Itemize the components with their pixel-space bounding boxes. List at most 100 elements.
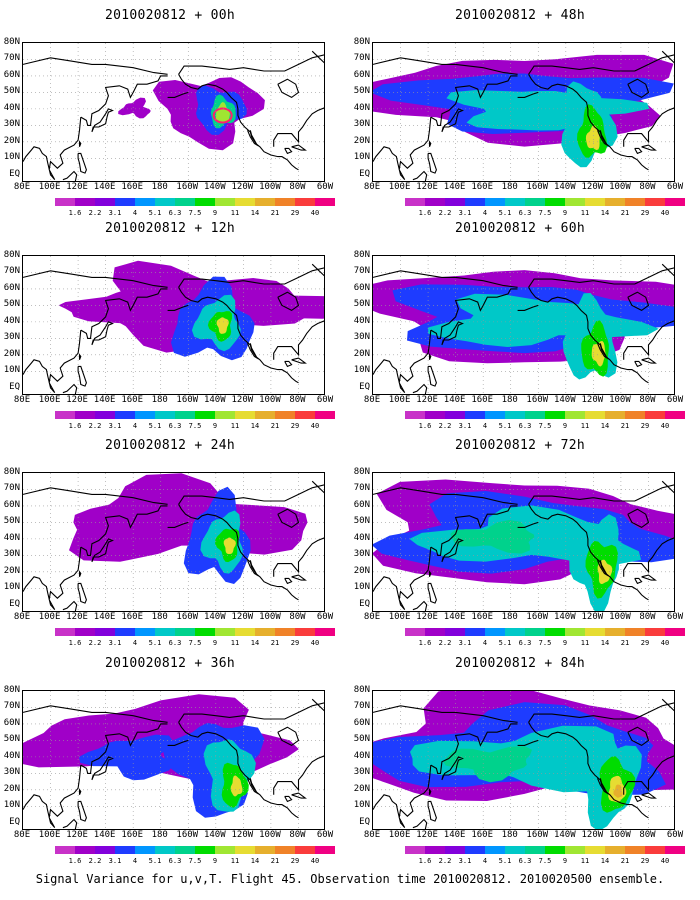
colorbar-swatch — [565, 411, 585, 419]
lon-tick-label: 120W — [581, 830, 604, 840]
lon-tick-label: 80W — [289, 395, 306, 405]
colorbar-label: 7.5 — [188, 422, 202, 430]
colorbar-swatch — [175, 198, 195, 206]
map-panel: 2010020812 + 60h 80N 70N 60N 50N 40N 30N 20N 10N… — [350, 213, 690, 430]
lat-tick-label: 10N — [3, 800, 20, 811]
colorbar — [405, 411, 685, 419]
colorbar-swatch — [135, 411, 155, 419]
colorbar-swatch — [445, 198, 465, 206]
colorbar-label: 6.3 — [518, 209, 532, 217]
colorbar-swatch — [95, 846, 115, 854]
lon-tick-label: 120W — [581, 612, 604, 622]
colorbar-label: 9 — [212, 209, 218, 217]
colorbar-label: 1.6 — [68, 422, 82, 430]
lat-tick-label: 50N — [353, 299, 370, 310]
coastline — [178, 267, 324, 288]
lat-tick-label: 80N — [353, 467, 370, 477]
colorbar-label: 40 — [310, 422, 320, 430]
colorbar-swatch — [235, 198, 255, 206]
colorbar-swatch — [485, 198, 505, 206]
coastline — [62, 818, 78, 829]
lon-tick-label: 120E — [416, 830, 438, 840]
coastline — [23, 765, 82, 829]
colorbar-label: 9 — [212, 422, 218, 430]
observation-ring — [212, 107, 233, 124]
coastline — [428, 570, 432, 578]
lat-tick-label: 30N — [3, 119, 20, 130]
colorbar-label: 7.5 — [538, 422, 552, 430]
coastline — [623, 537, 674, 577]
coastline — [373, 487, 518, 505]
colorbar-label: 21 — [270, 857, 280, 865]
lon-tick-label: 120W — [231, 182, 254, 192]
coastline — [373, 117, 432, 181]
colorbar-swatch — [545, 628, 565, 636]
lat-tick-label: EQ — [9, 168, 20, 179]
colorbar-swatch — [75, 628, 95, 636]
colorbar-swatch — [525, 628, 545, 636]
colorbar-label: 4 — [482, 209, 488, 217]
colorbar-swatch — [215, 411, 235, 419]
colorbar-swatch — [405, 628, 425, 636]
coastline — [284, 360, 293, 368]
colorbar-label: 1.6 — [418, 639, 432, 647]
colorbar-label: 14 — [250, 209, 260, 217]
coastline — [178, 722, 299, 819]
coastline — [273, 107, 324, 147]
map-plot — [22, 690, 325, 830]
colorbar-label: 11 — [580, 639, 590, 647]
colorbar-label: 11 — [230, 422, 240, 430]
coastline — [246, 778, 259, 795]
lat-tick-label: 40N — [353, 750, 370, 761]
lon-tick-label: 120E — [416, 395, 438, 405]
coastline — [412, 383, 428, 394]
lat-tick-label: EQ — [359, 381, 370, 392]
lon-tick-label: 160W — [176, 395, 199, 405]
colorbar-label: 29 — [290, 209, 300, 217]
colorbar-swatch — [195, 198, 215, 206]
variance-contour — [216, 317, 229, 334]
coastline — [311, 50, 324, 64]
coastline — [412, 600, 428, 611]
lon-tick-label: 140W — [203, 182, 226, 192]
coastline — [78, 140, 82, 148]
lat-tick-label: 20N — [3, 348, 20, 359]
lon-tick-label: 140E — [93, 182, 116, 192]
colorbar-swatch — [565, 198, 585, 206]
lon-tick-label: 140W — [553, 182, 576, 192]
map-plot — [372, 690, 675, 830]
coastline — [528, 54, 674, 75]
coastline — [178, 54, 324, 75]
panel-title: 2010020812 + 36h — [104, 656, 236, 671]
coastline — [62, 170, 78, 181]
colorbar-swatch — [75, 846, 95, 854]
colorbar-swatch — [115, 628, 135, 636]
colorbar-swatch — [665, 628, 685, 636]
lat-tick-label: 30N — [3, 549, 20, 560]
colorbar-label: 11 — [580, 857, 590, 865]
lon-tick-label: 180 — [501, 395, 518, 405]
coastline — [273, 320, 324, 360]
colorbar-swatch — [545, 411, 565, 419]
figure-caption: Signal Variance for u,v,T. Flight 45. Ob… — [35, 872, 665, 886]
colorbar-swatch — [525, 411, 545, 419]
lon-tick-label: 120E — [66, 182, 88, 192]
colorbar-swatch — [565, 846, 585, 854]
coastline — [661, 263, 674, 277]
colorbar-label: 5.1 — [148, 422, 162, 430]
lon-tick-label: 120W — [581, 182, 604, 192]
colorbar-swatch — [445, 411, 465, 419]
variance-contour — [79, 734, 174, 781]
colorbar-label: 40 — [660, 857, 670, 865]
colorbar-swatch — [215, 846, 235, 854]
colorbar-swatch — [565, 628, 585, 636]
coastline — [441, 538, 464, 563]
lon-tick-label: 80E — [363, 182, 381, 192]
coastline — [641, 357, 657, 364]
lat-tick-label: 50N — [3, 734, 20, 745]
lon-tick-label: 140W — [203, 612, 226, 622]
colorbar-swatch — [645, 198, 665, 206]
coastline — [661, 50, 674, 64]
colorbar-swatch — [135, 846, 155, 854]
map-plot — [372, 255, 675, 395]
